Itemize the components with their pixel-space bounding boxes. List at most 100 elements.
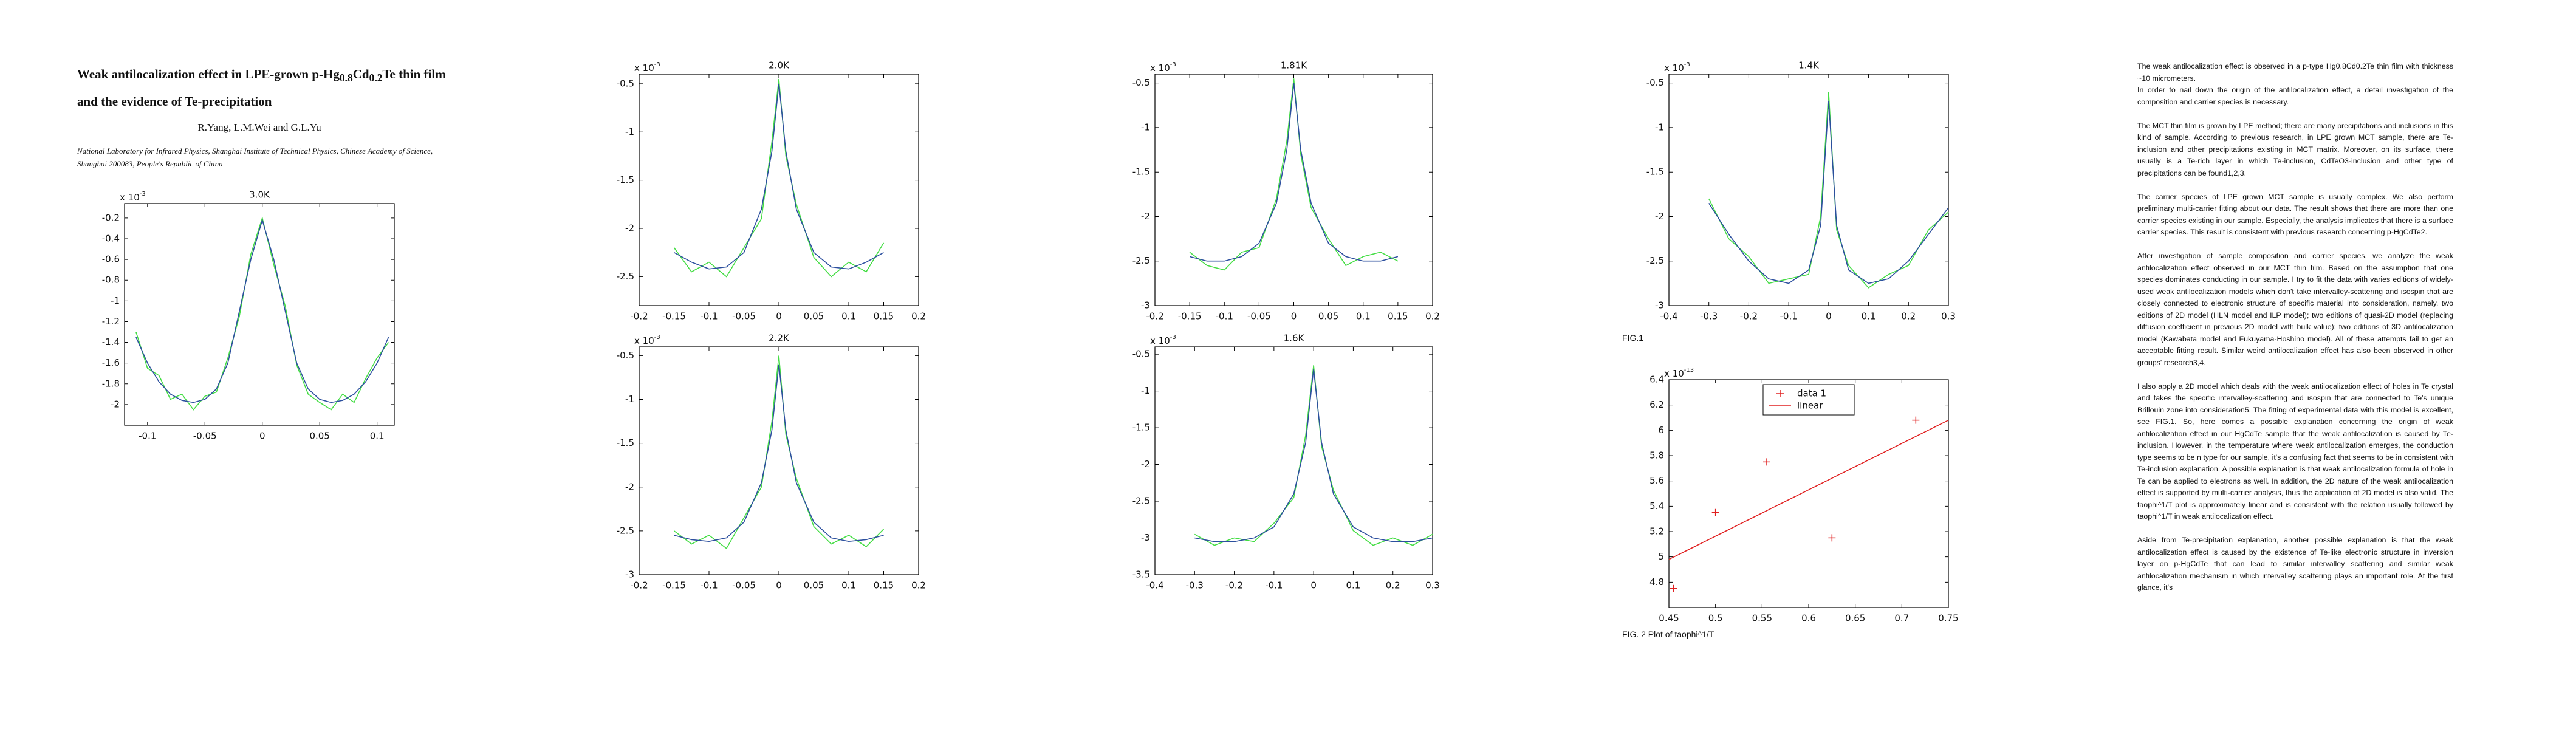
legend-box <box>1762 384 1855 416</box>
x-tick-label: -0.2 <box>1225 580 1243 591</box>
plot-frame <box>124 203 395 426</box>
y-tick-label: -1 <box>1141 385 1150 396</box>
y-tick-label: -0.5 <box>1132 349 1150 360</box>
text-line: The weak antilocalization effect is obse… <box>2137 62 2453 83</box>
scatter-point <box>1912 416 1920 424</box>
x-tick-label: 0.1 <box>1356 311 1371 322</box>
paragraph: The carrier species of LPE grown MCT sam… <box>2137 191 2453 239</box>
x-tick-label: 0.1 <box>841 311 856 322</box>
y-scale-base: x 10 <box>1664 368 1684 379</box>
x-tick-label: 0.65 <box>1845 613 1865 624</box>
x-tick-label: 0.1 <box>1346 580 1360 591</box>
chart-title: 1.81K <box>1281 60 1307 71</box>
x-tick-label: 0 <box>1310 580 1317 591</box>
legend-swatch <box>1776 390 1784 397</box>
text-line: Aside from Te-precipitation explanation,… <box>2137 536 2453 592</box>
x-tick-label: -0.05 <box>193 431 217 442</box>
figure-caption: FIG.1 <box>1622 333 1644 343</box>
legend-label: linear <box>1797 400 1823 411</box>
y-scale-exponent: -3 <box>654 334 660 341</box>
y-tick-label: -2 <box>625 223 634 234</box>
x-tick-label: 0.45 <box>1659 613 1679 624</box>
authors: R.Yang, L.M.Wei and G.L.Yu <box>197 122 321 133</box>
data-line <box>674 355 885 549</box>
body-text: The weak antilocalization effect is obse… <box>2137 61 2453 606</box>
data-line <box>1194 369 1433 542</box>
y-tick-label: -2.5 <box>617 525 634 536</box>
paragraph: After investigation of sample compositio… <box>2137 250 2453 369</box>
x-tick-label: -0.1 <box>1265 580 1283 591</box>
legend-label: data 1 <box>1797 388 1826 399</box>
y-tick-label: 6.2 <box>1649 399 1664 410</box>
chart-title: 3.0K <box>249 190 270 200</box>
y-tick-label: -2 <box>1655 211 1664 222</box>
x-tick-label: 0 <box>776 580 782 591</box>
chart: 2.2Kx 10-3-0.2 -0.15 -0.1 -0.05 0 0.05 0.1 0.15… <box>617 333 926 591</box>
x-tick-label: 0.7 <box>1894 613 1909 624</box>
y-tick-label: -3 <box>625 569 634 580</box>
y-tick-label: -1.5 <box>1132 166 1150 177</box>
y-tick-label: -2 <box>1141 211 1150 222</box>
x-tick-label: -0.3 <box>1700 311 1718 322</box>
x-tick-label: 0 <box>259 431 265 442</box>
chart: 2.0K x 10-3 -0.2 -0.15 -0.1 -0.05 0 0.05 0.1 0.15… <box>617 60 926 322</box>
scatter-point <box>1763 458 1770 466</box>
x-tick-label: -0.1 <box>1216 311 1233 322</box>
y-tick-label: -0.5 <box>1646 77 1664 88</box>
x-tick-label: 0 <box>1826 311 1832 322</box>
y-tick-label: -1 <box>1655 122 1664 132</box>
y-tick-label: -1 <box>625 394 634 405</box>
y-tick-label: -1.5 <box>1132 422 1150 433</box>
plot-frame <box>639 74 919 306</box>
text-line: In order to nail down the origin of the … <box>2137 86 2453 106</box>
x-tick-label: 0.3 <box>1941 311 1956 322</box>
y-tick-label: -2.5 <box>1132 496 1150 507</box>
x-tick-label: -0.2 <box>630 311 648 322</box>
x-tick-label: -0.05 <box>732 580 756 591</box>
y-tick-label: -2 <box>1141 459 1150 470</box>
x-tick-label: 0.2 <box>911 311 926 322</box>
x-tick-label: 0.05 <box>1318 311 1338 322</box>
text-line: The MCT thin film is grown by LPE method… <box>2137 121 2453 177</box>
y-tick-label: -1.5 <box>617 437 634 448</box>
x-tick-label: -0.1 <box>700 311 718 322</box>
y-tick-label: -1 <box>111 295 120 306</box>
scatter-point <box>1670 584 1677 592</box>
y-scale-label: x 10-13 <box>1664 367 1694 379</box>
y-tick-label: 6 <box>1658 425 1664 436</box>
x-tick-label: 0 <box>1291 311 1297 322</box>
scatter-point <box>1828 534 1836 542</box>
y-tick-label: -2.5 <box>617 271 634 282</box>
x-tick-label: 0.3 <box>1425 580 1440 591</box>
x-tick-label: 0.05 <box>309 431 329 442</box>
x-tick-label: 0.1 <box>841 580 856 591</box>
x-tick-label: 0.2 <box>1386 580 1400 591</box>
text-line: After investigation of sample compositio… <box>2137 252 2453 367</box>
y-tick-label: -0.5 <box>617 78 634 89</box>
x-tick-label: 0.6 <box>1801 613 1816 624</box>
y-tick-label: -2.5 <box>1646 255 1664 266</box>
y-tick-label: 4.8 <box>1649 577 1664 587</box>
y-tick-label: -0.5 <box>1132 77 1150 88</box>
y-tick-label: -3 <box>1141 532 1150 543</box>
data-line <box>674 364 884 542</box>
y-tick-label: 5.8 <box>1649 450 1664 461</box>
x-tick-label: 0.2 <box>1425 311 1440 322</box>
chart: 1.4Kx 10-3-0.4 -0.3 -0.2 -0.1 0 0.1 0.2 0.3-0.5… <box>1646 60 1956 322</box>
y-scale-label: x 10-3 <box>634 61 660 74</box>
y-tick-label: -2.5 <box>1132 255 1150 266</box>
y-tick-label: -0.2 <box>102 212 120 223</box>
paragraph: The MCT thin film is grown by LPE method… <box>2137 120 2453 180</box>
y-tick-label: -3.5 <box>1132 569 1150 580</box>
y-tick-label: 6.4 <box>1649 374 1664 385</box>
chart-title: 1.6K <box>1284 333 1305 344</box>
y-scale-label: x 10-3 <box>1150 61 1176 74</box>
plot-frame <box>1668 379 1949 608</box>
x-tick-label: -0.4 <box>1660 311 1677 322</box>
plot-frame <box>1154 346 1433 575</box>
x-tick-label: -0.05 <box>732 311 756 322</box>
y-tick-label: -1.2 <box>102 316 120 327</box>
y-scale-exponent: -3 <box>1684 61 1690 68</box>
x-tick-label: 0.2 <box>911 580 926 591</box>
